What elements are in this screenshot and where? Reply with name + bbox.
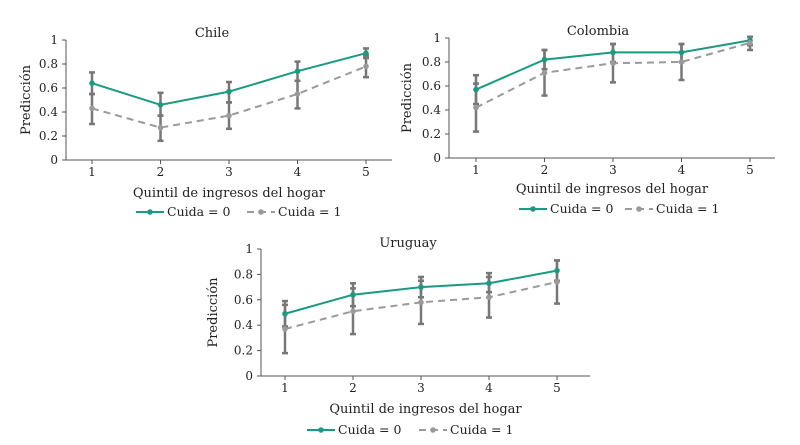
legend-item: Cuida = 1 xyxy=(625,201,719,216)
x-tick-label: 3 xyxy=(225,165,233,179)
data-point xyxy=(473,86,479,93)
x-axis-title: Quintil de ingresos del hogar xyxy=(133,186,326,201)
y-tick-label: 0.2 xyxy=(422,127,441,141)
x-tick-label: 2 xyxy=(349,381,357,395)
data-point xyxy=(486,294,492,301)
y-tick-label: 0 xyxy=(50,153,58,167)
legend-label: Cuida = 0 xyxy=(338,422,401,437)
y-tick-label: 0.6 xyxy=(234,293,253,307)
legend-label: Cuida = 1 xyxy=(450,422,513,437)
data-point xyxy=(541,70,548,76)
data-point xyxy=(473,104,479,111)
y-tick-label: 0 xyxy=(433,151,441,165)
y-tick-label: 1 xyxy=(245,242,253,256)
x-tick-label: 1 xyxy=(472,163,480,177)
x-tick-label: 4 xyxy=(294,165,302,179)
x-axis-title: Quintil de ingresos del hogar xyxy=(329,402,522,417)
data-point xyxy=(226,88,232,95)
legend-label: Cuida = 0 xyxy=(550,201,613,216)
x-tick-label: 5 xyxy=(553,381,561,395)
legend-item: Cuida = 0 xyxy=(519,201,613,216)
data-point xyxy=(89,80,95,86)
x-tick-label: 3 xyxy=(417,381,425,395)
legend-item: Cuida = 1 xyxy=(419,422,513,437)
data-point xyxy=(541,56,548,63)
data-point xyxy=(363,63,369,70)
legend-label: Cuida = 1 xyxy=(278,204,341,219)
legend-label: Cuida = 1 xyxy=(656,201,719,216)
x-tick-label: 2 xyxy=(541,163,549,177)
y-tick-label: 0.4 xyxy=(39,105,58,119)
y-tick-label: 0.8 xyxy=(39,57,58,71)
legend-swatch-marker xyxy=(636,206,642,212)
data-point xyxy=(282,326,288,332)
y-tick-label: 0.6 xyxy=(39,81,58,95)
data-point xyxy=(294,91,301,97)
data-point xyxy=(282,310,288,317)
data-point xyxy=(89,105,95,112)
data-point xyxy=(350,291,356,298)
chart-title: Uruguay xyxy=(379,236,437,251)
data-point xyxy=(678,59,685,65)
x-axis-title: Quintil de ingresos del hogar xyxy=(516,182,709,197)
x-tick-label: 3 xyxy=(609,163,617,177)
legend-swatch-marker xyxy=(430,427,436,433)
data-point xyxy=(610,60,616,66)
x-tick-label: 4 xyxy=(678,163,686,177)
chart-panel: Uruguay 0 0.2 0.4 0.6 0.8 1 1 2 3 4 5 Quintil de ing… xyxy=(206,236,590,437)
y-tick-label: 0.4 xyxy=(422,103,441,117)
data-point xyxy=(350,308,356,315)
data-point xyxy=(747,40,753,46)
y-tick-label: 0.2 xyxy=(234,344,253,358)
y-tick-label: 0.4 xyxy=(234,318,253,332)
data-point xyxy=(294,68,301,74)
x-tick-label: 1 xyxy=(88,165,96,179)
y-tick-label: 0 xyxy=(245,369,253,383)
y-tick-label: 1 xyxy=(433,31,441,45)
y-tick-label: 0.8 xyxy=(422,55,441,69)
legend-swatch-marker xyxy=(530,206,536,212)
y-axis-title: Predicción xyxy=(206,277,221,348)
data-point xyxy=(486,280,492,287)
data-point xyxy=(554,279,560,285)
legend-item: Cuida = 0 xyxy=(307,422,401,437)
chart-title: Chile xyxy=(195,26,230,41)
data-point xyxy=(157,124,164,131)
data-point xyxy=(363,50,369,56)
data-point xyxy=(157,102,164,108)
data-point xyxy=(418,284,424,290)
x-tick-label: 5 xyxy=(746,163,754,177)
legend-item: Cuida = 0 xyxy=(136,204,230,219)
chart-panel: Colombia 0 0.2 0.4 0.6 0.8 1 1 2 3 4 5 Quintil de in… xyxy=(400,24,775,216)
y-tick-label: 0.2 xyxy=(39,129,58,143)
x-tick-label: 4 xyxy=(485,381,493,395)
data-point xyxy=(418,299,424,306)
x-tick-label: 1 xyxy=(281,381,289,395)
x-tick-label: 2 xyxy=(157,165,165,179)
y-tick-label: 0.6 xyxy=(422,79,441,93)
chart-title: Colombia xyxy=(567,24,630,39)
data-point xyxy=(554,267,560,274)
legend-item: Cuida = 1 xyxy=(247,204,341,219)
y-axis-title: Predicción xyxy=(400,62,415,133)
data-point xyxy=(610,49,616,56)
legend-label: Cuida = 0 xyxy=(167,204,230,219)
legend-swatch-marker xyxy=(318,427,324,433)
data-point xyxy=(226,112,232,119)
y-tick-label: 0.8 xyxy=(234,267,253,281)
y-axis-title: Predicción xyxy=(19,64,34,135)
legend-swatch-marker xyxy=(147,209,153,215)
x-tick-label: 5 xyxy=(362,165,370,179)
y-tick-label: 1 xyxy=(50,33,58,47)
chart-panel: Chile 0 0.2 0.4 0.6 0.8 1 1 2 3 4 5 Quintil de ingre… xyxy=(19,26,392,219)
data-point xyxy=(678,49,685,56)
legend-swatch-marker xyxy=(258,209,264,215)
